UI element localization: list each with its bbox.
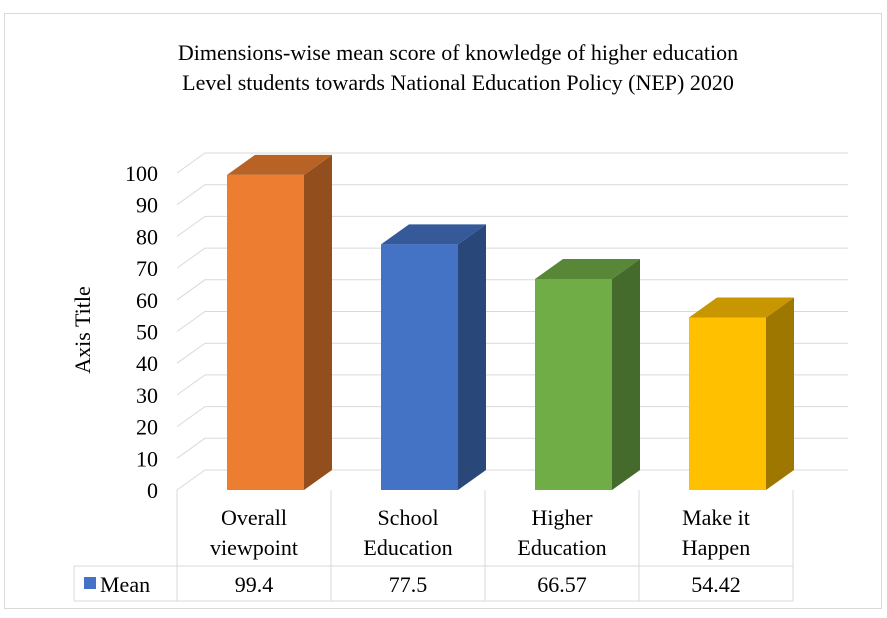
- x-category-label: Higher: [531, 505, 593, 530]
- bar-top: [227, 154, 332, 175]
- y-tick-label: 80: [136, 224, 158, 249]
- data-table-value: 54.42: [691, 572, 741, 597]
- bar-side: [612, 258, 640, 490]
- x-category-label: Education: [517, 535, 606, 560]
- bar-top: [689, 297, 794, 318]
- bar: [227, 174, 304, 491]
- x-category-label: Overall: [221, 505, 287, 530]
- y-tick-label: 90: [136, 193, 158, 218]
- x-category-label: viewpoint: [210, 535, 298, 560]
- chart-title-line-1: Dimensions-wise mean score of knowledge …: [178, 40, 738, 65]
- data-table: Overall viewpoint School Education Higher Edu…: [73, 490, 794, 602]
- data-table-value: 77.5: [389, 572, 428, 597]
- y-tick-label: 70: [136, 256, 158, 281]
- bar-top: [535, 258, 640, 279]
- legend-key-mean: [84, 577, 96, 589]
- chart-title-line-2: Level students towards National Educatio…: [182, 70, 734, 95]
- x-category-label: Happen: [682, 535, 750, 560]
- bars: [227, 154, 794, 491]
- x-category-label: Make it: [682, 505, 750, 530]
- gridline: [176, 184, 848, 206]
- data-table-value: 66.57: [537, 572, 587, 597]
- data-table-value: 99.4: [235, 572, 274, 597]
- bar-side: [766, 297, 794, 490]
- y-tick-label: 30: [136, 383, 158, 408]
- y-tick-label: 50: [136, 320, 158, 345]
- y-tick-label: 20: [136, 415, 158, 440]
- x-category-label: Education: [363, 535, 452, 560]
- bar-side: [458, 224, 486, 490]
- legend-label-mean: Mean: [100, 572, 150, 597]
- bar-top: [381, 224, 486, 245]
- bar: [381, 244, 458, 490]
- gridline: [176, 152, 848, 174]
- y-tick-label: 0: [147, 478, 158, 503]
- y-tick-label: 10: [136, 446, 158, 471]
- x-category-label: School: [377, 505, 438, 530]
- y-axis-ticks: 0 10 20 30 40 50 60 70 80 90 100: [125, 161, 158, 503]
- gridline: [176, 247, 848, 269]
- y-axis-title: Axis Title: [70, 286, 95, 373]
- gridline: [176, 215, 848, 237]
- bar-side: [304, 154, 332, 491]
- bar: [689, 317, 766, 490]
- y-tick-label: 60: [136, 288, 158, 313]
- y-tick-label: 40: [136, 351, 158, 376]
- y-tick-label: 100: [125, 161, 158, 186]
- bar: [535, 278, 612, 490]
